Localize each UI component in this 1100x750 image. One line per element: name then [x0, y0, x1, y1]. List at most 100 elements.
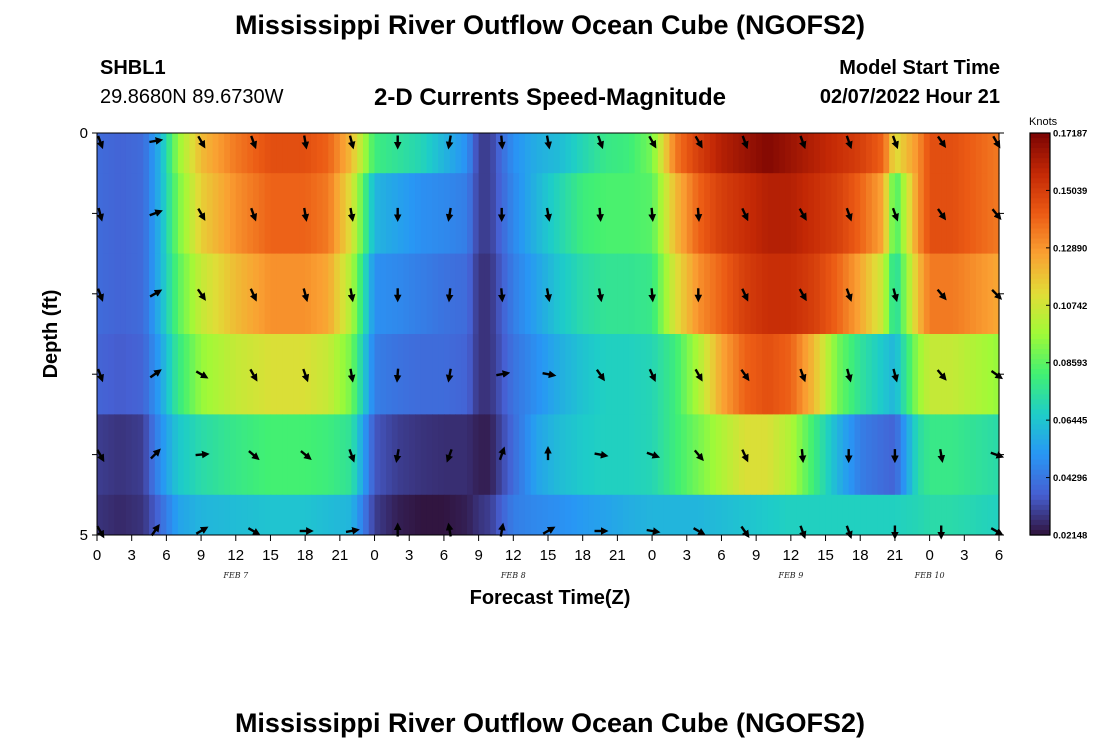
heatmap-cell — [646, 133, 653, 174]
heatmap-cell — [796, 133, 804, 174]
heatmap-cell — [114, 334, 121, 415]
heatmap-cell — [906, 173, 913, 254]
heatmap-cell — [935, 133, 942, 174]
heatmap-cell — [195, 334, 202, 415]
x-tick-label: 6 — [162, 547, 170, 564]
heatmap-cell — [796, 414, 804, 496]
current-arrow — [594, 450, 609, 459]
heatmap-cell — [368, 253, 376, 335]
heatmap-cell — [918, 133, 925, 174]
heatmap-cell — [576, 253, 584, 335]
heatmap-cell — [229, 414, 237, 496]
colorbar-segment — [1030, 499, 1050, 506]
heatmap-cell — [600, 133, 607, 174]
heatmap-cell — [177, 173, 185, 254]
heatmap-cell — [264, 133, 272, 174]
heatmap-cell — [530, 133, 538, 174]
x-tick-label: 6 — [717, 547, 725, 564]
heatmap-cell — [432, 173, 439, 254]
heatmap-cell — [241, 133, 248, 174]
heatmap-cell — [565, 133, 572, 174]
heatmap-cell — [305, 133, 312, 174]
heatmap-cell — [519, 133, 526, 174]
heatmap-cell — [941, 133, 948, 174]
heatmap-cell — [640, 334, 647, 415]
heatmap-cell — [808, 173, 815, 254]
heatmap-cell — [808, 253, 815, 335]
heatmap-cell — [339, 173, 347, 254]
heatmap-cell — [293, 494, 300, 536]
heatmap-cell — [472, 494, 480, 536]
heatmap-cells — [97, 133, 1000, 536]
heatmap-cell — [767, 414, 775, 496]
heatmap-cell — [831, 253, 838, 335]
heatmap-cell — [143, 494, 150, 536]
heatmap-cell — [559, 173, 566, 254]
current-arrow — [798, 448, 807, 464]
heatmap-cell — [258, 173, 266, 254]
x-axis: 0 3 6 9 12 15 18 21 0 3 6 9 12 15 18 21 0 3 6 9 12 15 18 21 0 3 6 F… — [93, 535, 1003, 580]
heatmap-cell — [727, 334, 734, 415]
heatmap-cell — [206, 414, 214, 496]
heatmap-cell — [553, 414, 561, 496]
current-arrow — [544, 207, 552, 222]
heatmap-cell — [212, 253, 220, 335]
heatmap-cell — [553, 253, 561, 335]
heatmap-cell — [166, 253, 173, 335]
heatmap-cell — [906, 414, 913, 496]
heatmap-cell — [397, 334, 405, 415]
heatmap-cell — [623, 173, 630, 254]
colorbar-segment — [1030, 459, 1050, 466]
colorbar-segment — [1030, 334, 1050, 340]
x-tick-label: 3 — [405, 547, 413, 564]
heatmap-cell — [114, 173, 121, 254]
current-arrow — [445, 288, 454, 303]
heatmap-cell — [137, 494, 144, 536]
heatmap-cell — [357, 414, 364, 496]
heatmap-cell — [438, 334, 445, 415]
heatmap-cell — [686, 334, 694, 415]
heatmap-cell — [918, 334, 925, 415]
heatmap-cell — [582, 133, 590, 174]
heatmap-cell — [397, 173, 405, 254]
current-arrow — [740, 525, 750, 539]
heatmap-cell — [125, 253, 133, 335]
heatmap-cell — [842, 414, 850, 496]
heatmap-cell — [218, 253, 225, 335]
colorbar-segment — [1030, 484, 1050, 491]
heatmap-cell — [808, 133, 815, 174]
colorbar-segment — [1030, 138, 1050, 144]
heatmap-cell — [883, 494, 890, 536]
heatmap-cell — [108, 173, 115, 254]
heatmap-cell — [299, 414, 306, 496]
heatmap-cell — [582, 334, 590, 415]
heatmap-cell — [391, 253, 399, 335]
heatmap-cell — [461, 133, 468, 174]
heatmap-cell — [929, 173, 936, 254]
heatmap-cell — [964, 253, 971, 335]
heatmap-cell — [628, 133, 636, 174]
heatmap-cell — [692, 253, 699, 335]
heatmap-cell — [339, 334, 347, 415]
heatmap-cell — [866, 133, 873, 174]
heatmap-cell — [813, 494, 821, 536]
heatmap-cell — [611, 173, 618, 254]
heatmap-cell — [709, 494, 717, 536]
heatmap-cell — [160, 253, 167, 335]
heatmap-cell — [588, 334, 595, 415]
heatmap-cell — [276, 133, 283, 174]
heatmap-cell — [779, 334, 786, 415]
colorbar-segment — [1030, 223, 1050, 230]
model-start-label: Model Start Time — [839, 57, 1000, 79]
heatmap-cell — [946, 414, 954, 496]
heatmap-cell — [362, 133, 370, 174]
heatmap-cell — [172, 253, 179, 335]
heatmap-cell — [484, 414, 491, 496]
heatmap-cell — [680, 414, 688, 496]
heatmap-cell — [692, 414, 699, 496]
heatmap-cell — [588, 173, 595, 254]
heatmap-cell — [536, 253, 543, 335]
heatmap-cell — [761, 173, 769, 254]
heatmap-cell — [235, 494, 243, 536]
heatmap-cell — [368, 334, 376, 415]
